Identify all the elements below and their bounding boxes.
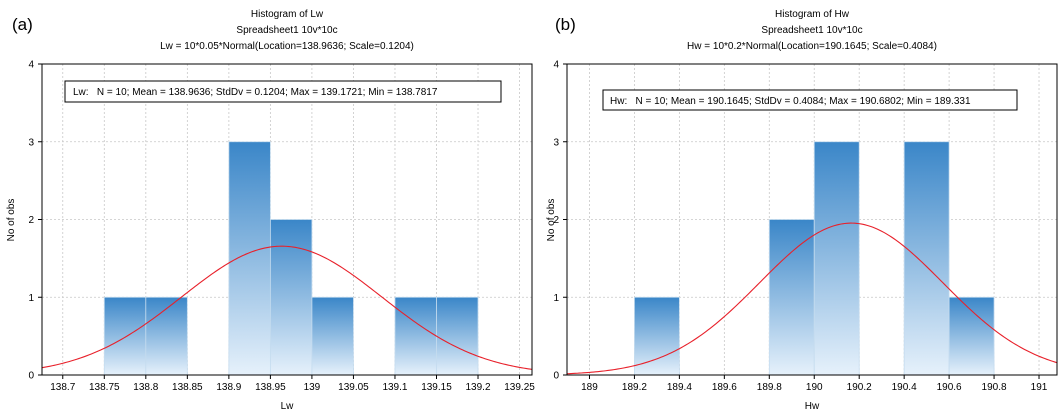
y-tick-label: 0 [28, 371, 34, 382]
x-tick-label: 189.4 [667, 382, 692, 393]
stats-box [64, 80, 502, 103]
panel-label: (a) [12, 15, 33, 34]
histogram-bar [903, 141, 950, 376]
x-tick-label: 138.75 [89, 382, 120, 393]
chart-title: Histogram of Hw [775, 9, 850, 20]
y-tick-label: 1 [553, 293, 559, 304]
stats-text: Hw: N = 10; Mean = 190.1645; StdDv = 0.4… [610, 96, 971, 107]
normal-fit-curve [566, 222, 1058, 375]
x-tick-label: 139.1 [382, 382, 407, 393]
x-tick-label: 189.2 [622, 382, 647, 393]
histogram-bar [634, 296, 680, 376]
y-tick-label: 4 [553, 60, 559, 71]
y-tick-label: 1 [28, 293, 34, 304]
x-tick-label: 138.8 [133, 382, 158, 393]
y-axis-label: No of obs [546, 199, 557, 242]
histogram-bars [634, 141, 995, 376]
x-tick-label: 190.6 [937, 382, 962, 393]
x-axis-label: Hw [805, 401, 820, 412]
x-tick-label: 190 [806, 382, 823, 393]
x-tick-label: 138.95 [255, 382, 286, 393]
histogram-bar [948, 296, 995, 376]
y-tick-label: 3 [28, 137, 34, 148]
y-tick-label: 4 [28, 60, 34, 71]
histogram-bar [768, 219, 815, 376]
x-tick-label: 138.85 [172, 382, 203, 393]
x-tick-label: 139.2 [466, 382, 491, 393]
axes: 0 1 2 3 4 138.7 138.75 138.8 138.85 138.9 138.95 13… [28, 60, 535, 394]
stats-text: Lw: N = 10; Mean = 138.9636; StdDv = 0.1… [73, 87, 438, 98]
fit-description: Hw = 10*0.2*Normal(Location=190.1645; Sc… [687, 41, 937, 52]
axes: 0 1 2 3 4 189 189.2 189.4 189.6 189.8 190 190.2 190.… [553, 60, 1047, 394]
x-tick-label: 139.25 [504, 382, 535, 393]
histogram-bars [103, 141, 479, 376]
x-tick-label: 138.7 [50, 382, 75, 393]
histogram-bar [228, 141, 271, 376]
histogram-panel-lw: (a) Histogram of Lw Spreadsheet1 10v*10c… [6, 9, 535, 412]
x-tick-label: 190.4 [892, 382, 917, 393]
x-tick-label: 139 [304, 382, 321, 393]
chart-subtitle: Spreadsheet1 10v*10c [236, 25, 337, 36]
chart-subtitle: Spreadsheet1 10v*10c [761, 25, 862, 36]
normal-curve-layer [41, 245, 533, 370]
x-tick-label: 189 [581, 382, 598, 393]
y-tick-label: 2 [28, 215, 34, 226]
y-tick-label: 3 [553, 137, 559, 148]
x-tick-label: 190.2 [847, 382, 872, 393]
histogram-bar [394, 296, 437, 376]
histogram-panel-hw: (b) Histogram of Hw Spreadsheet1 10v*10c… [546, 9, 1058, 412]
y-axis-label: No of obs [6, 199, 17, 242]
x-tick-label: 139.05 [338, 382, 369, 393]
x-tick-label: 189.6 [712, 382, 737, 393]
y-tick-label: 2 [553, 215, 559, 226]
histogram-bar [269, 219, 313, 376]
normal-fit-curve [41, 245, 533, 370]
x-tick-label: 139.15 [421, 382, 452, 393]
x-tick-label: 138.9 [216, 382, 241, 393]
x-tick-label: 190.8 [982, 382, 1007, 393]
x-tick-label: 191 [1031, 382, 1048, 393]
stats-box [602, 89, 1018, 111]
chart-title: Histogram of Lw [251, 9, 324, 20]
normal-curve-layer [566, 222, 1058, 375]
histogram-bar [311, 296, 354, 376]
histogram-bar [145, 296, 188, 376]
fit-description: Lw = 10*0.05*Normal(Location=138.9636; S… [160, 41, 414, 52]
x-tick-label: 189.8 [757, 382, 782, 393]
histogram-bar [436, 296, 479, 376]
histogram-bar [103, 296, 147, 376]
x-axis-label: Lw [281, 401, 295, 412]
panel-label: (b) [555, 15, 576, 34]
y-tick-label: 0 [553, 371, 559, 382]
histogram-bar [813, 141, 860, 376]
